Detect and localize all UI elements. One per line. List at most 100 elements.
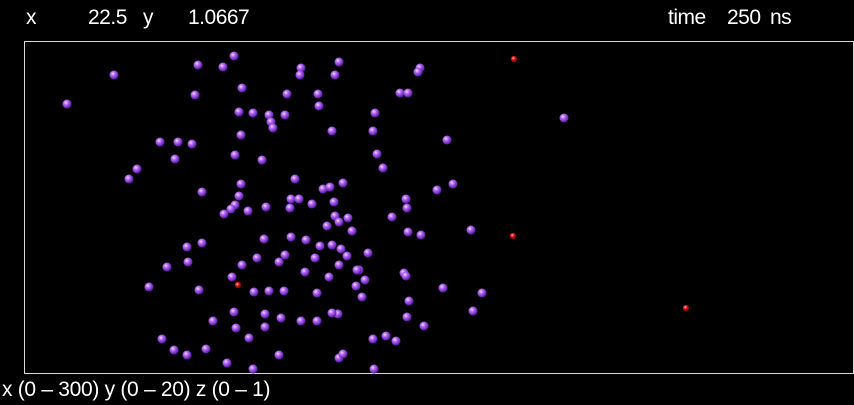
purple-particle-icon <box>315 241 325 251</box>
time-label: time <box>668 6 706 29</box>
domain-range-label: x (0 – 300) y (0 – 20) z (0 – 1) <box>2 378 271 401</box>
purple-particle-icon <box>264 110 274 120</box>
purple-particle-icon <box>322 221 332 231</box>
purple-particle-icon <box>170 154 180 164</box>
purple-particle-icon <box>201 344 211 354</box>
purple-particle-icon <box>183 257 193 267</box>
purple-particle-icon <box>219 209 229 219</box>
purple-particle-icon <box>279 286 289 296</box>
purple-particle-icon <box>193 60 203 70</box>
purple-particle-icon <box>182 242 192 252</box>
purple-particle-icon <box>395 88 405 98</box>
purple-particle-icon <box>416 230 426 240</box>
domain-range-bar: x (0 – 300) y (0 – 20) z (0 – 1) <box>0 376 854 405</box>
purple-particle-icon <box>229 307 239 317</box>
purple-particle-icon <box>402 312 412 322</box>
coordinate-readout-bar: x 22.5 y 1.0667 time 250 ns <box>0 0 854 40</box>
purple-particle-icon <box>370 108 380 118</box>
purple-particle-icon <box>268 123 278 133</box>
purple-particle-icon <box>197 187 207 197</box>
purple-particle-icon <box>442 135 452 145</box>
purple-particle-icon <box>261 202 271 212</box>
purple-particle-icon <box>334 57 344 67</box>
purple-particle-icon <box>372 149 382 159</box>
purple-particle-icon <box>329 197 339 207</box>
purple-particle-icon <box>295 70 305 80</box>
purple-particle-icon <box>307 199 317 209</box>
purple-particle-icon <box>218 62 228 72</box>
purple-particle-icon <box>381 331 391 341</box>
purple-particle-icon <box>318 184 328 194</box>
purple-particle-icon <box>401 194 411 204</box>
purple-particle-icon <box>230 150 240 160</box>
purple-particle-icon <box>237 83 247 93</box>
purple-particle-icon <box>314 101 324 111</box>
purple-particle-icon <box>155 137 165 147</box>
purple-particle-icon <box>300 267 310 277</box>
purple-particle-icon <box>274 350 284 360</box>
purple-particle-icon <box>378 163 388 173</box>
purple-particle-icon <box>296 63 306 73</box>
purple-particle-icon <box>132 164 142 174</box>
purple-particle-icon <box>334 260 344 270</box>
purple-particle-icon <box>347 226 357 236</box>
purple-particle-icon <box>387 212 397 222</box>
purple-particle-icon <box>222 358 232 368</box>
purple-particle-icon <box>187 139 197 149</box>
purple-particle-icon <box>257 155 267 165</box>
time-unit: ns <box>770 6 792 29</box>
y-value: 1.0667 <box>188 6 250 29</box>
purple-particle-icon <box>338 178 348 188</box>
purple-particle-icon <box>286 194 296 204</box>
purple-particle-icon <box>360 275 370 285</box>
purple-particle-icon <box>357 292 367 302</box>
purple-particle-icon <box>190 90 200 100</box>
purple-particle-icon <box>236 179 246 189</box>
purple-particle-icon <box>477 288 487 298</box>
purple-particle-icon <box>144 282 154 292</box>
purple-particle-icon <box>438 283 448 293</box>
purple-particle-icon <box>402 203 412 213</box>
purple-particle-icon <box>338 349 348 359</box>
purple-particle-icon <box>324 272 334 282</box>
red-particle-icon <box>234 281 242 289</box>
purple-particle-icon <box>286 232 296 242</box>
particle-field[interactable] <box>25 42 854 375</box>
purple-particle-icon <box>157 334 167 344</box>
purple-particle-icon <box>312 316 322 326</box>
purple-particle-icon <box>62 99 72 109</box>
purple-particle-icon <box>559 113 569 123</box>
purple-particle-icon <box>294 194 304 204</box>
purple-particle-icon <box>413 67 423 77</box>
purple-particle-icon <box>197 238 207 248</box>
purple-particle-icon <box>173 137 183 147</box>
purple-particle-icon <box>274 257 284 267</box>
purple-particle-icon <box>244 333 254 343</box>
purple-particle-icon <box>226 204 236 214</box>
purple-particle-icon <box>336 244 346 254</box>
purple-particle-icon <box>248 364 258 374</box>
purple-particle-icon <box>369 364 379 374</box>
purple-particle-icon <box>342 251 352 261</box>
purple-particle-icon <box>301 235 311 245</box>
purple-particle-icon <box>401 271 411 281</box>
purple-particle-icon <box>252 253 262 263</box>
purple-particle-icon <box>236 130 246 140</box>
purple-particle-icon <box>260 322 270 332</box>
simulation-canvas[interactable] <box>24 41 854 374</box>
purple-particle-icon <box>260 309 270 319</box>
purple-particle-icon <box>352 265 362 275</box>
purple-particle-icon <box>343 213 353 223</box>
red-particle-icon <box>682 304 690 312</box>
purple-particle-icon <box>363 248 373 258</box>
purple-particle-icon <box>109 70 119 80</box>
purple-particle-icon <box>280 110 290 120</box>
purple-particle-icon <box>231 323 241 333</box>
purple-particle-icon <box>419 321 429 331</box>
red-particle-icon <box>509 232 517 240</box>
purple-particle-icon <box>249 287 259 297</box>
purple-particle-icon <box>312 288 322 298</box>
purple-particle-icon <box>368 334 378 344</box>
purple-particle-icon <box>264 286 274 296</box>
purple-particle-icon <box>194 285 204 295</box>
